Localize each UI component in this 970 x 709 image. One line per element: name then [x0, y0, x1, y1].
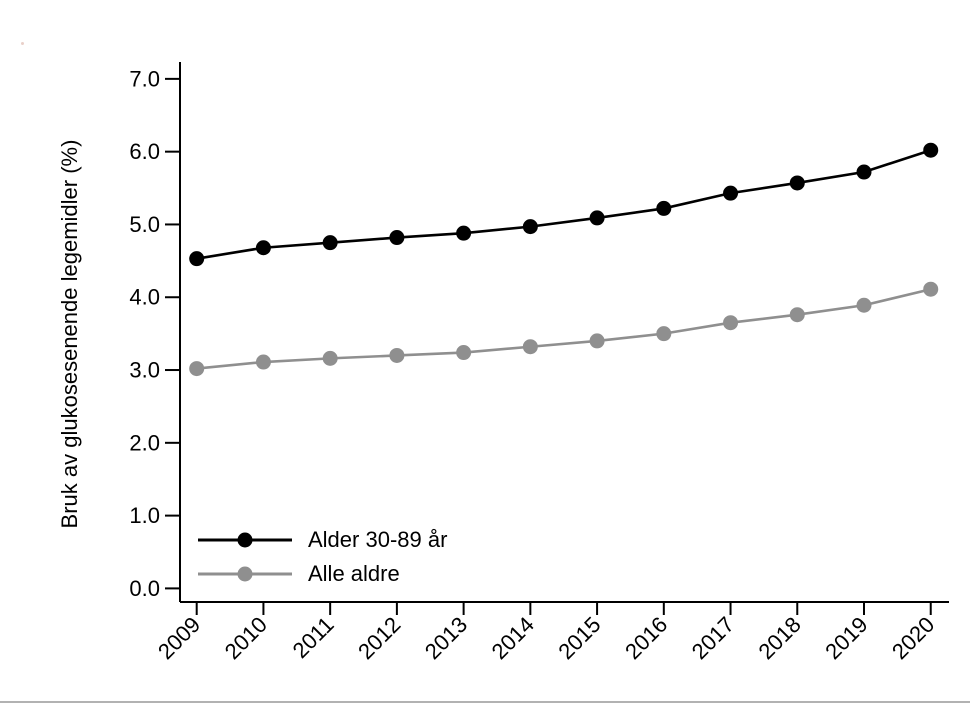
data-point-alle-aldre — [589, 333, 605, 349]
x-tick-label: 2015 — [553, 612, 605, 664]
x-tick-label: 2018 — [754, 612, 806, 664]
data-point-alder-30-89 — [456, 225, 472, 241]
data-point-alder-30-89 — [255, 240, 271, 256]
data-point-alder-30-89 — [789, 175, 805, 191]
legend-dot-swatch — [237, 532, 253, 548]
y-tick-label: 7.0 — [129, 66, 160, 91]
data-point-alle-aldre — [456, 345, 472, 361]
legend-entry-alder-30-89: Alder 30-89 år — [198, 523, 447, 557]
data-point-alle-aldre — [856, 297, 872, 313]
data-point-alder-30-89 — [589, 210, 605, 226]
data-point-alle-aldre — [322, 350, 338, 366]
series-line-alder-30-89 — [196, 148, 932, 260]
artifact-speck — [21, 42, 24, 45]
data-point-alder-30-89 — [723, 185, 739, 201]
x-tick-label: 2013 — [420, 612, 472, 664]
x-tick-label: 2017 — [687, 612, 739, 664]
y-tick-label: 1.0 — [129, 503, 160, 528]
data-point-alle-aldre — [522, 339, 538, 355]
x-tick-label: 2009 — [153, 612, 205, 664]
data-point-alder-30-89 — [656, 200, 672, 216]
y-tick-label: 2.0 — [129, 430, 160, 455]
y-tick-label: 5.0 — [129, 212, 160, 237]
data-point-alle-aldre — [656, 326, 672, 342]
x-tick-label: 2019 — [820, 612, 872, 664]
bottom-divider-line — [0, 701, 970, 703]
y-tick-label: 4.0 — [129, 285, 160, 310]
x-tick-label: 2016 — [620, 612, 672, 664]
x-tick-label: 2011 — [288, 612, 339, 663]
y-tick-label: 3.0 — [129, 358, 160, 383]
legend-key-black-line-marker-icon — [198, 532, 292, 549]
data-point-alder-30-89 — [322, 235, 338, 251]
x-tick-label: 2014 — [487, 612, 539, 664]
data-point-alle-aldre — [189, 361, 205, 377]
data-point-alder-30-89 — [522, 219, 538, 235]
x-tick-label: 2010 — [220, 612, 272, 664]
legend-key-gray-line-marker-icon — [198, 566, 292, 583]
data-point-alder-30-89 — [923, 142, 939, 158]
data-point-alle-aldre — [723, 315, 739, 331]
data-point-alder-30-89 — [389, 230, 405, 246]
data-point-alder-30-89 — [189, 251, 205, 267]
data-point-alle-aldre — [789, 307, 805, 323]
legend-dot-swatch — [237, 566, 253, 582]
data-point-alle-aldre — [389, 347, 405, 363]
y-axis-title: Bruk av glukosesenende legemidler (%) — [57, 139, 82, 529]
legend: Alder 30-89 år Alle aldre — [198, 523, 447, 591]
data-point-alle-aldre — [255, 354, 271, 370]
data-point-alder-30-89 — [856, 164, 872, 180]
x-tick-label: 2020 — [887, 612, 939, 664]
legend-label-alder-30-89: Alder 30-89 år — [308, 527, 448, 552]
legend-label-alle-aldre: Alle aldre — [308, 561, 400, 586]
y-tick-label: 0.0 — [129, 576, 160, 601]
legend-entry-alle-aldre: Alle aldre — [198, 557, 447, 591]
series-line-alle-aldre — [196, 287, 932, 370]
y-tick-label: 6.0 — [129, 139, 160, 164]
x-tick-label: 2012 — [353, 612, 405, 664]
data-point-alle-aldre — [923, 281, 939, 297]
